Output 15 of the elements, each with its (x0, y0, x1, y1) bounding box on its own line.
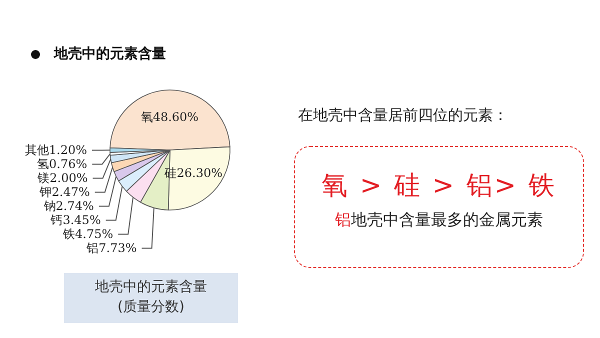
slice-label: 铁4.75% (62, 227, 114, 242)
text: 地壳中的元素含量 (94, 278, 208, 297)
slice-label: 钙3.45% (50, 213, 101, 228)
text: 在地壳中含量居前四位的元素： (298, 106, 508, 125)
slice-label: 氢0.76% (37, 157, 88, 172)
chart-title: 地壳中的元素含量 (54, 45, 166, 63)
text: 氧 > 硅 > 铝> 铁 (320, 170, 558, 203)
text: 铝地壳中含量最多的金属元素 (334, 210, 544, 231)
slice-label: 钾2.47% (38, 185, 90, 200)
slice-label: 钠2.74% (42, 199, 94, 214)
slice-label: 其他1.20% (24, 143, 87, 158)
slice-label: 铝7.73% (86, 241, 137, 256)
slice-label: 氧48.60% (140, 110, 199, 124)
text: (质量分数) (116, 298, 186, 317)
slice-label: 镁2.00% (36, 171, 88, 186)
